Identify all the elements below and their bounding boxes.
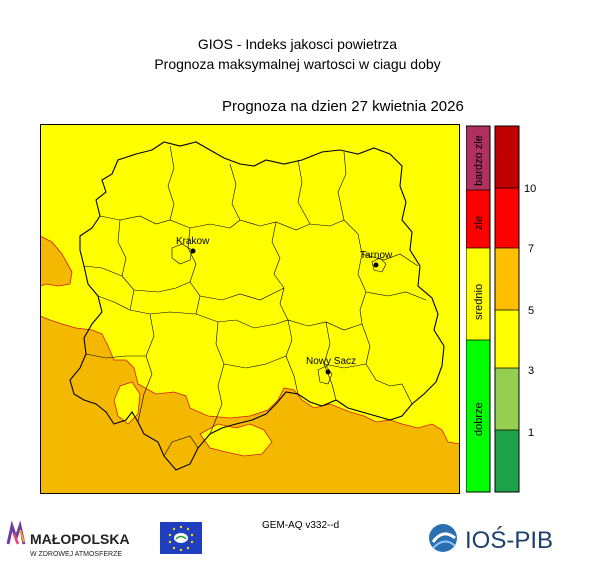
city-dot xyxy=(373,262,379,268)
value-band-0-1 xyxy=(495,430,519,492)
category-label-bardzo-zle: bardzo zle xyxy=(473,135,485,186)
ios-pib-logo: IOŚ-PIB xyxy=(425,518,565,558)
value-scale: 10 7 5 3 1 xyxy=(494,125,536,493)
city-label: Tarnow xyxy=(360,250,393,261)
moderate-patch-south xyxy=(199,423,273,457)
value-tick-5: 5 xyxy=(528,305,534,317)
category-label-srednio: srednio xyxy=(473,284,485,320)
title-line1: GIOS - Indeks jakosci powietrza xyxy=(197,36,398,52)
category-dobrze xyxy=(466,340,490,492)
malopolska-name: MAŁOPOLSKA xyxy=(30,531,130,547)
category-label-dobrze: dobrze xyxy=(473,402,485,436)
category-zle xyxy=(466,190,490,248)
model-label: GEM-AQ v332--d xyxy=(262,520,340,531)
ios-pib-text: IOŚ-PIB xyxy=(465,526,553,554)
title-line2: Prognoza maksymalnej wartosci w ciagu do… xyxy=(154,56,441,72)
malopolska-logo: MAŁOPOLSKA W ZDROWEJ ATMOSFERZE xyxy=(6,520,156,560)
value-tick-10: 10 xyxy=(524,183,536,195)
value-tick-3: 3 xyxy=(528,365,534,377)
value-band-1-3 xyxy=(495,368,519,430)
category-label-zle: zle xyxy=(473,216,485,230)
category-srednio xyxy=(466,248,490,340)
city-nowy-sacz: Nowy Sacz xyxy=(306,356,356,375)
value-tick-1: 1 xyxy=(528,427,534,439)
malopolska-tagline: W ZDROWEJ ATMOSFERZE xyxy=(30,551,122,558)
city-label: Nowy Sacz xyxy=(306,356,356,367)
voivodeship-boundary xyxy=(69,141,445,471)
elevated-index-area xyxy=(39,235,461,495)
city-label: Krakow xyxy=(176,236,210,247)
city-krakow: Krakow xyxy=(176,236,210,254)
city-tarnow: Tarnow xyxy=(360,250,393,268)
city-dot xyxy=(325,369,331,375)
city-dot xyxy=(190,248,196,254)
legend-scales: bardzo zle zle srednio dobrze 10 7 5 3 1 xyxy=(465,124,546,494)
value-band-10-plus xyxy=(495,126,519,188)
category-bardzo-zle xyxy=(466,126,490,190)
forecast-date: Prognoza na dzien 27 kwietnia 2026 xyxy=(222,98,464,115)
value-band-3-5 xyxy=(495,310,519,368)
value-band-7-10 xyxy=(495,188,519,248)
map-frame xyxy=(40,124,460,494)
eu-life-logo xyxy=(160,522,202,554)
value-tick-7: 7 xyxy=(528,243,534,255)
value-band-5-7 xyxy=(495,248,519,310)
forecast-map: Krakow Tarnow Nowy Sacz xyxy=(39,124,461,495)
category-scale: bardzo zle zle srednio dobrze xyxy=(465,125,491,493)
district-boundaries xyxy=(83,145,427,457)
